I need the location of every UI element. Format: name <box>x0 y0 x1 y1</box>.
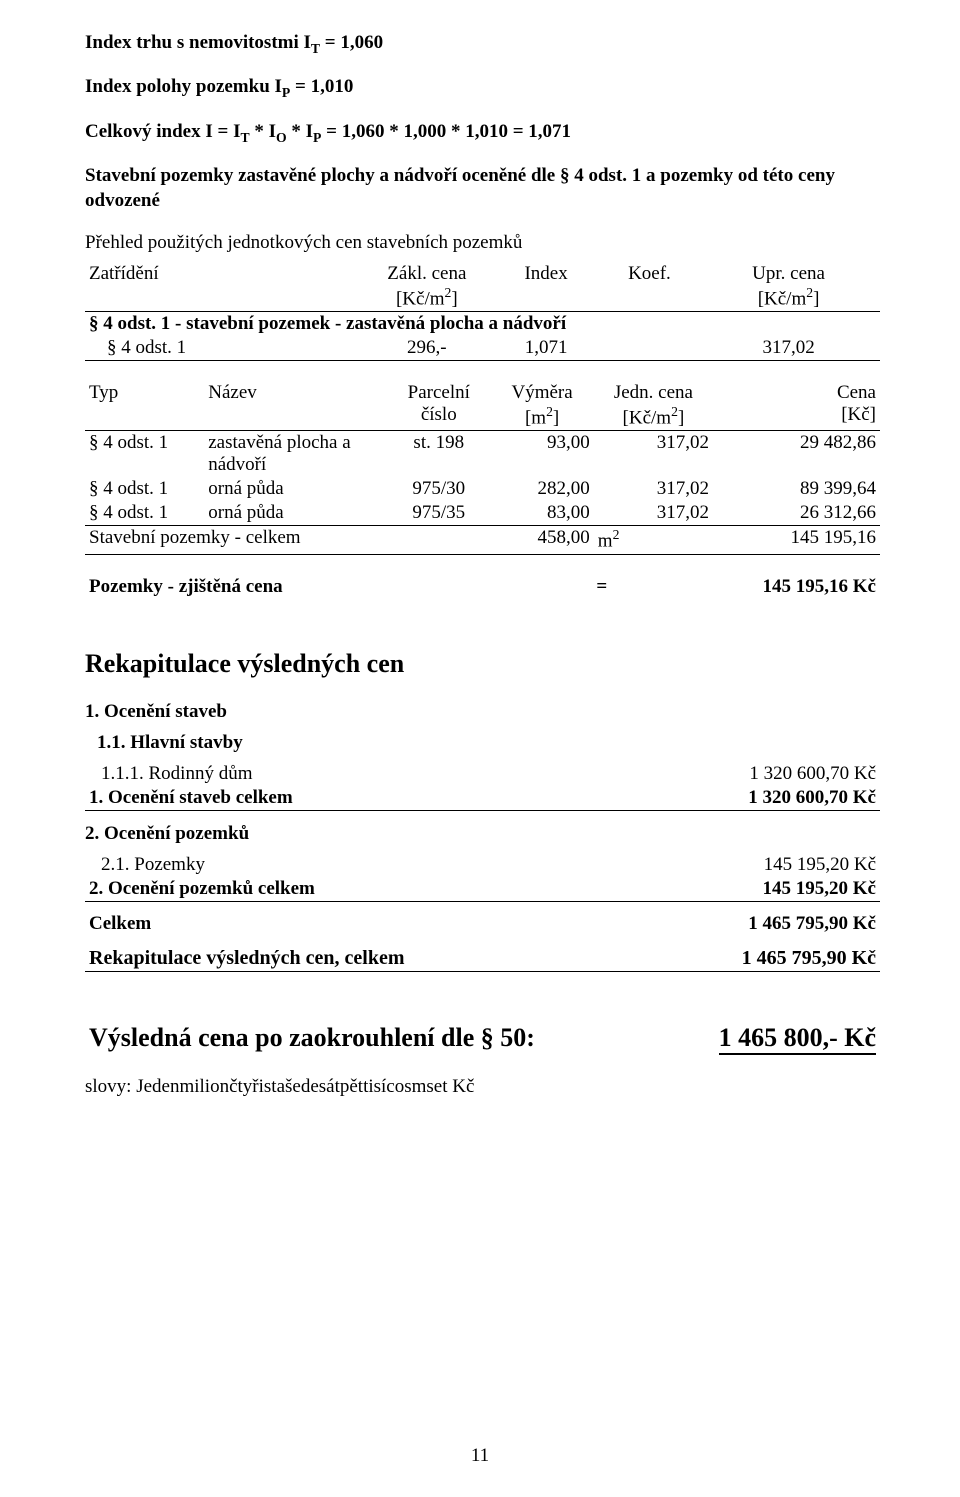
prehled-line: Přehled použitých jednotkových cen stave… <box>85 230 880 256</box>
cell: 975/35 <box>387 501 490 526</box>
cell: 83,00 <box>490 501 593 526</box>
value: 1 465 795,90 Kč <box>562 946 880 972</box>
th-cena: Cena[Kč] <box>713 381 880 431</box>
cell: § 4 odst. 1 <box>85 501 204 526</box>
recap-heading: Rekapitulace výsledných cen <box>85 649 880 679</box>
recap-celkem-final: Rekapitulace výsledných cen, celkem 1 46… <box>85 946 880 972</box>
cell: orná půda <box>204 477 387 501</box>
cell: st. 198 <box>387 431 490 478</box>
cell <box>602 336 697 361</box>
recap-s1: 1. Ocenění staveb <box>85 699 880 725</box>
table-pozemky: Typ Název Parcelníčíslo Výměra [m2] Jedn… <box>85 381 880 555</box>
label: 1. Ocenění staveb celkem <box>85 786 562 811</box>
th-nazev: Název <box>204 381 387 431</box>
label: Celkem <box>85 912 562 936</box>
value: 1 320 600,70 Kč <box>562 786 880 811</box>
final-price: Výsledná cena po zaokrouhlení dle § 50: … <box>85 1022 880 1054</box>
cell: 296,- <box>363 336 490 361</box>
final-label: Výsledná cena po zaokrouhlení dle § 50: <box>89 1023 535 1052</box>
cell: 93,00 <box>490 431 593 478</box>
subscript: T <box>311 41 320 56</box>
label: Pozemky - zjištěná cena <box>85 575 562 599</box>
cell: orná půda <box>204 501 387 526</box>
index-trhu-line: Index trhu s nemovitostmi IT = 1,060 <box>85 30 880 58</box>
section-row: § 4 odst. 1 - stavební pozemek - zastavě… <box>85 312 880 337</box>
cell: 282,00 <box>490 477 593 501</box>
cell: 1,071 <box>490 336 601 361</box>
text: Index polohy pozemku I <box>85 76 282 97</box>
value: 1 465 795,90 Kč <box>562 912 880 936</box>
cell: 317,02 <box>594 501 713 526</box>
cell: 317,02 <box>697 336 880 361</box>
th-zakl-cena: Zákl. cena [Kč/m2] <box>363 262 490 312</box>
table-row: § 4 odst. 1 zastavěná plocha anádvoří st… <box>85 431 880 478</box>
recap-s2: 2. Ocenění pozemků <box>85 821 880 847</box>
page-number: 11 <box>0 1445 960 1467</box>
table-jednotkove-ceny: Zatřídění Zákl. cena [Kč/m2] Index Koef.… <box>85 262 880 361</box>
value: 145 195,20 Kč <box>562 877 880 902</box>
value: 145 195,16 Kč <box>642 575 881 599</box>
recap-table-2: 2.1. Pozemky 145 195,20 Kč 2. Ocenění po… <box>85 853 880 902</box>
cell: 458,00 <box>490 526 593 554</box>
cell: § 4 odst. 1 <box>85 336 363 361</box>
cell: 26 312,66 <box>713 501 880 526</box>
label: Rekapitulace výsledných cen, celkem <box>85 946 562 972</box>
final-value: 1 465 800,- Kč <box>719 1023 876 1055</box>
cell: m2 <box>594 526 713 554</box>
label: 2.1. Pozemky <box>85 853 562 877</box>
slovy-line: slovy: Jedenmiliončtyřistašedesátpěttisí… <box>85 1074 880 1100</box>
recap-table: 1.1.1. Rodinný dům 1 320 600,70 Kč 1. Oc… <box>85 762 880 811</box>
th-upr-cena: Upr. cena [Kč/m2] <box>697 262 880 312</box>
table-sum-row: Stavební pozemky - celkem 458,00 m2 145 … <box>85 526 880 554</box>
value: 145 195,20 Kč <box>562 853 880 877</box>
th-koef: Koef. <box>602 262 697 312</box>
recap-s11: 1.1. Hlavní stavby <box>85 730 880 756</box>
cell: zastavěná plocha anádvoří <box>204 431 387 478</box>
subscript: T <box>240 129 249 144</box>
cell: 317,02 <box>594 477 713 501</box>
cell: 29 482,86 <box>713 431 880 478</box>
index-polohy-line: Index polohy pozemku IP = 1,010 <box>85 74 880 102</box>
text: = 1,010 <box>290 76 353 97</box>
cell: § 4 odst. 1 <box>85 431 204 478</box>
table-row: § 4 odst. 1 orná půda 975/30 282,00 317,… <box>85 477 880 501</box>
value: 1 320 600,70 Kč <box>562 762 880 786</box>
subscript: O <box>276 129 287 144</box>
stavebni-pozemky-line: Stavební pozemky zastavěné plochy a nádv… <box>85 163 880 214</box>
text: * I <box>250 121 276 142</box>
th-jedn-cena: Jedn. cena [Kč/m2] <box>594 381 713 431</box>
cell: 975/30 <box>387 477 490 501</box>
recap-celkem: Celkem 1 465 795,90 Kč <box>85 912 880 936</box>
table-row: § 4 odst. 1 orná půda 975/35 83,00 317,0… <box>85 501 880 526</box>
cell: 145 195,16 <box>713 526 880 554</box>
th-vymera: Výměra [m2] <box>490 381 593 431</box>
text: = 1,060 <box>320 32 383 53</box>
th-zatrideni: Zatřídění <box>85 262 363 312</box>
th-parcelni: Parcelníčíslo <box>387 381 490 431</box>
text: Index trhu s nemovitostmi I <box>85 32 311 53</box>
text: Celkový index I = I <box>85 121 240 142</box>
eq: = <box>562 575 642 599</box>
th-index: Index <box>490 262 601 312</box>
label: 1.1.1. Rodinný dům <box>85 762 562 786</box>
text: = 1,060 * 1,000 * 1,010 = 1,071 <box>321 121 571 142</box>
cell: § 4 odst. 1 <box>85 477 204 501</box>
cell: 317,02 <box>594 431 713 478</box>
label: 2. Ocenění pozemků celkem <box>85 877 562 902</box>
cell: 89 399,64 <box>713 477 880 501</box>
th-typ: Typ <box>85 381 204 431</box>
pozemky-zjistena: Pozemky - zjištěná cena = 145 195,16 Kč <box>85 575 880 599</box>
celkovy-index-line: Celkový index I = IT * IO * IP = 1,060 *… <box>85 119 880 147</box>
cell: Stavební pozemky - celkem <box>85 526 490 554</box>
text: * I <box>287 121 313 142</box>
